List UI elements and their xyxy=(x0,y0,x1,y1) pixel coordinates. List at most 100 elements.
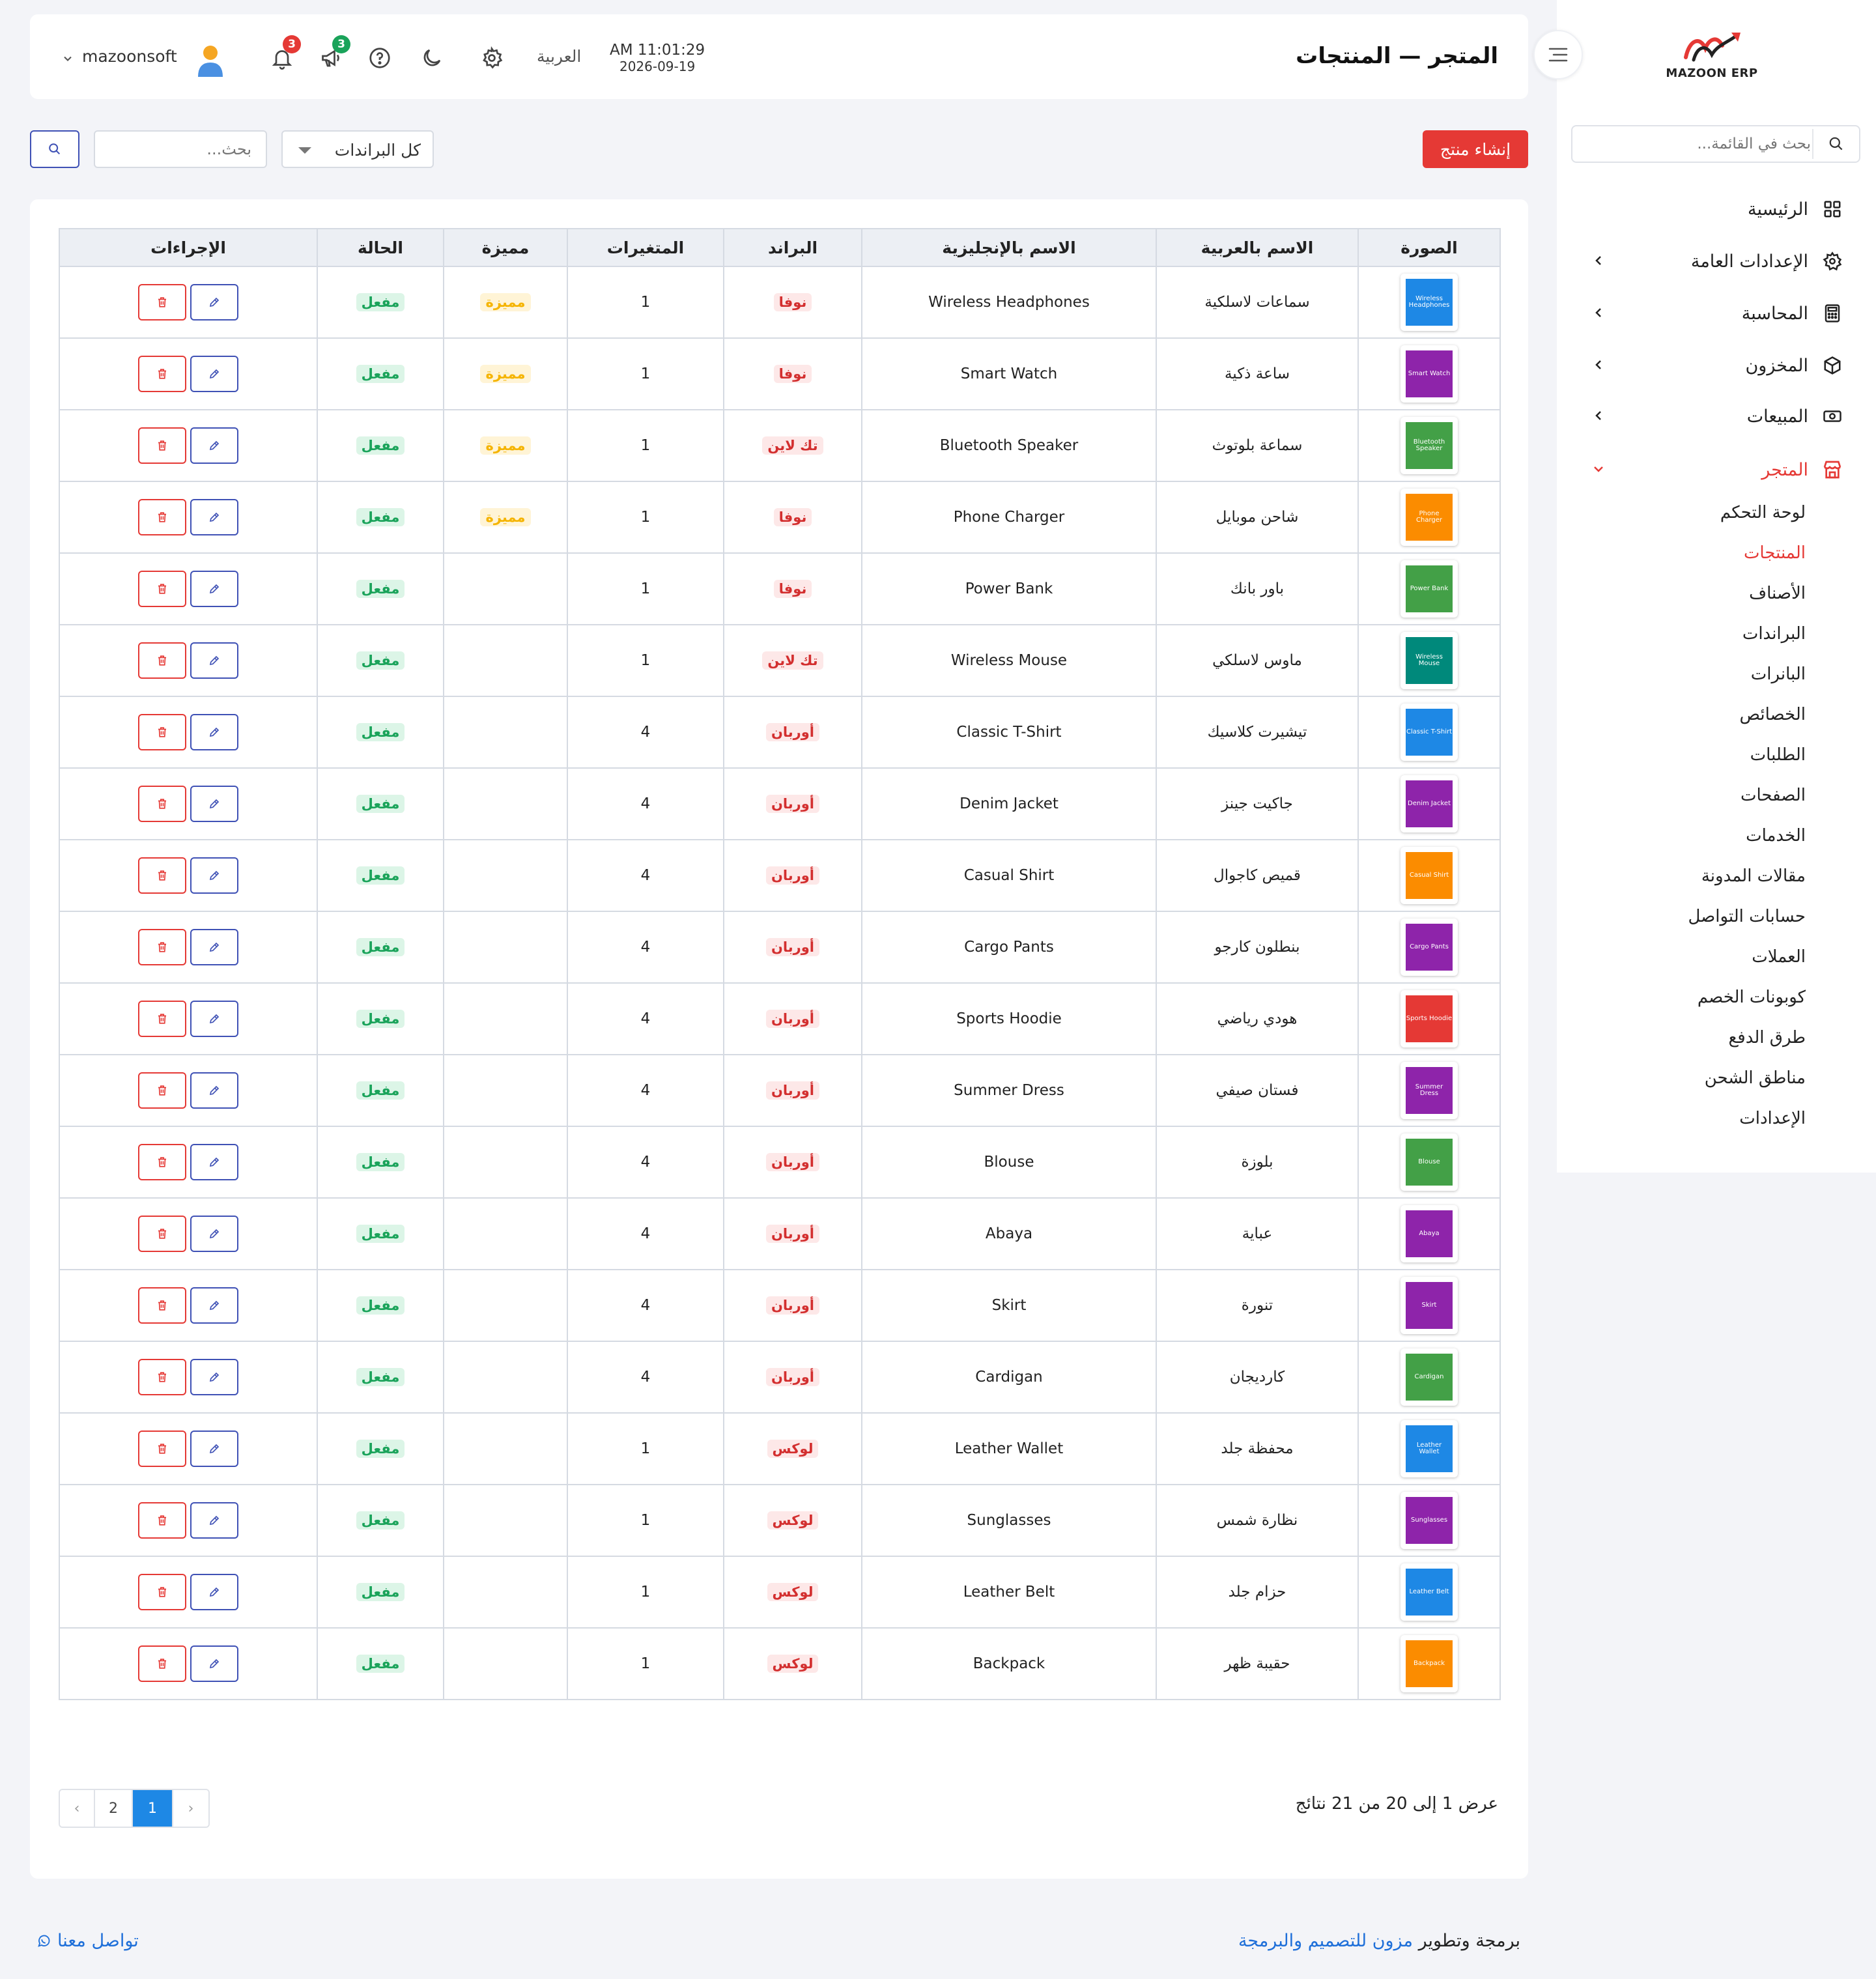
sidebar-search[interactable] xyxy=(1571,125,1860,163)
delete-button[interactable] xyxy=(138,571,186,607)
pagination-page-1[interactable]: 1 xyxy=(133,1790,173,1827)
edit-button[interactable] xyxy=(190,786,238,822)
edit-button[interactable] xyxy=(190,427,238,464)
sidebar-subitem-payment-methods[interactable]: طرق الدفع xyxy=(1728,1028,1806,1047)
product-thumbnail[interactable]: Abaya xyxy=(1400,1205,1458,1262)
edit-button[interactable] xyxy=(190,1431,238,1467)
sidebar-item-inventory[interactable]: المخزون xyxy=(1583,349,1843,382)
delete-button[interactable] xyxy=(138,499,186,535)
announcements-button[interactable]: 3 xyxy=(317,35,350,73)
pagination-next-button[interactable]: › xyxy=(173,1790,208,1827)
edit-button[interactable] xyxy=(190,642,238,679)
create-product-button[interactable]: إنشاء منتج xyxy=(1423,130,1528,168)
product-thumbnail[interactable]: Blouse xyxy=(1400,1133,1458,1191)
sidebar-subitem-blog-posts[interactable]: مقالات المدونة xyxy=(1701,866,1806,886)
delete-button[interactable] xyxy=(138,1001,186,1037)
footer-credit-link[interactable]: مزون للتصميم والبرمجة xyxy=(1238,1931,1413,1951)
product-thumbnail[interactable]: Wireless Headphones xyxy=(1400,274,1458,331)
sidebar-subitem-shipping-zones[interactable]: مناطق الشحن xyxy=(1704,1068,1806,1088)
username[interactable]: mazoonsoft xyxy=(82,47,177,66)
delete-button[interactable] xyxy=(138,1144,186,1180)
delete-button[interactable] xyxy=(138,1216,186,1252)
pagination-page-2[interactable]: 2 xyxy=(95,1790,133,1827)
sidebar-toggle-button[interactable] xyxy=(1533,30,1583,79)
sidebar-item-sales[interactable]: المبيعات xyxy=(1583,400,1843,433)
edit-button[interactable] xyxy=(190,714,238,750)
user-avatar[interactable] xyxy=(192,40,229,78)
language-switch[interactable]: العربية xyxy=(537,47,582,66)
product-thumbnail[interactable]: Casual Shirt xyxy=(1400,847,1458,904)
product-thumbnail[interactable]: Smart Watch xyxy=(1400,345,1458,403)
sidebar-subitem-currencies[interactable]: العملات xyxy=(1752,947,1806,967)
delete-button[interactable] xyxy=(138,786,186,822)
product-thumbnail[interactable]: Bluetooth Speaker xyxy=(1400,417,1458,474)
sidebar-search-input[interactable] xyxy=(1578,126,1812,162)
product-thumbnail[interactable]: Leather Wallet xyxy=(1400,1420,1458,1477)
product-thumbnail[interactable]: Power Bank xyxy=(1400,560,1458,618)
sidebar-item-home[interactable]: الرئيسية xyxy=(1583,193,1843,225)
edit-button[interactable] xyxy=(190,1502,238,1539)
brand-logo[interactable]: MAZOON ERP xyxy=(1660,26,1764,91)
sidebar-subitem-coupons[interactable]: كوبونات الخصم xyxy=(1697,988,1806,1007)
product-thumbnail[interactable]: Backpack xyxy=(1400,1635,1458,1692)
delete-button[interactable] xyxy=(138,356,186,392)
edit-button[interactable] xyxy=(190,1359,238,1395)
notifications-button[interactable]: 3 xyxy=(267,35,301,73)
dark-mode-toggle[interactable] xyxy=(417,43,447,73)
delete-button[interactable] xyxy=(138,642,186,679)
product-thumbnail[interactable]: Sunglasses xyxy=(1400,1492,1458,1549)
sidebar-subitem-pages[interactable]: الصفحات xyxy=(1740,786,1806,805)
edit-button[interactable] xyxy=(190,1287,238,1324)
pagination-prev-button[interactable]: ‹ xyxy=(60,1790,95,1827)
product-thumbnail[interactable]: Denim Jacket xyxy=(1400,775,1458,833)
edit-button[interactable] xyxy=(190,1216,238,1252)
help-button[interactable] xyxy=(365,43,395,73)
delete-button[interactable] xyxy=(138,1287,186,1324)
product-search-input[interactable] xyxy=(94,130,267,168)
edit-button[interactable] xyxy=(190,571,238,607)
edit-button[interactable] xyxy=(190,1144,238,1180)
sidebar-subitem-social-accounts[interactable]: حسابات التواصل xyxy=(1688,907,1806,926)
edit-button[interactable] xyxy=(190,284,238,320)
delete-button[interactable] xyxy=(138,929,186,965)
sidebar-subitem-banners[interactable]: البانرات xyxy=(1750,664,1806,684)
delete-button[interactable] xyxy=(138,427,186,464)
product-thumbnail[interactable]: Skirt xyxy=(1400,1277,1458,1334)
sidebar-subitem-services[interactable]: الخدمات xyxy=(1746,826,1806,846)
delete-button[interactable] xyxy=(138,714,186,750)
sidebar-item-store[interactable]: المتجر xyxy=(1583,453,1843,486)
product-thumbnail[interactable]: Sports Hoodie xyxy=(1400,990,1458,1047)
edit-button[interactable] xyxy=(190,1001,238,1037)
delete-button[interactable] xyxy=(138,284,186,320)
delete-button[interactable] xyxy=(138,1072,186,1109)
sidebar-subitem-products[interactable]: المنتجات xyxy=(1743,543,1806,563)
delete-button[interactable] xyxy=(138,1645,186,1682)
delete-button[interactable] xyxy=(138,857,186,894)
chevron-down-icon[interactable] xyxy=(61,52,74,69)
sidebar-item-accounting[interactable]: المحاسبة xyxy=(1583,297,1843,330)
settings-button[interactable] xyxy=(477,43,507,73)
edit-button[interactable] xyxy=(190,857,238,894)
delete-button[interactable] xyxy=(138,1431,186,1467)
sidebar-subitem-attributes[interactable]: الخصائص xyxy=(1739,705,1806,724)
product-thumbnail[interactable]: Phone Charger xyxy=(1400,489,1458,546)
product-thumbnail[interactable]: Cargo Pants xyxy=(1400,918,1458,976)
sidebar-subitem-brands[interactable]: البراندات xyxy=(1742,624,1806,644)
edit-button[interactable] xyxy=(190,356,238,392)
product-thumbnail[interactable]: Classic T-Shirt xyxy=(1400,704,1458,761)
sidebar-subitem-categories[interactable]: الأصناف xyxy=(1749,584,1806,603)
edit-button[interactable] xyxy=(190,499,238,535)
sidebar-subitem-orders[interactable]: الطلبات xyxy=(1750,745,1806,765)
edit-button[interactable] xyxy=(190,1072,238,1109)
search-button[interactable] xyxy=(30,130,79,168)
delete-button[interactable] xyxy=(138,1359,186,1395)
product-thumbnail[interactable]: Leather Belt xyxy=(1400,1563,1458,1621)
contact-us-link[interactable]: تواصل معنا xyxy=(36,1931,139,1951)
product-thumbnail[interactable]: Cardigan xyxy=(1400,1348,1458,1406)
sidebar-subitem-dashboard[interactable]: لوحة التحكم xyxy=(1720,503,1806,522)
search-icon[interactable] xyxy=(1828,135,1845,156)
edit-button[interactable] xyxy=(190,929,238,965)
edit-button[interactable] xyxy=(190,1645,238,1682)
sidebar-item-general-settings[interactable]: الإعدادات العامة xyxy=(1583,245,1843,278)
product-thumbnail[interactable]: Wireless Mouse xyxy=(1400,632,1458,689)
